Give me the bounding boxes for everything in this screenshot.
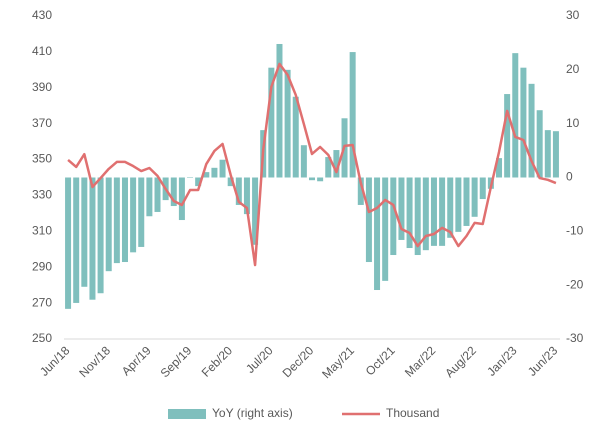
bar bbox=[130, 177, 137, 253]
bar bbox=[170, 177, 177, 207]
bar bbox=[154, 177, 161, 212]
bar bbox=[178, 177, 185, 221]
bar bbox=[211, 167, 218, 178]
bar bbox=[536, 110, 543, 178]
bar bbox=[81, 177, 88, 287]
legend-swatch bbox=[168, 409, 206, 419]
y2-tick-label: 10 bbox=[566, 116, 580, 130]
bar bbox=[325, 157, 332, 178]
bar bbox=[422, 177, 429, 251]
y-tick-label: 350 bbox=[32, 152, 52, 166]
y-tick-label: 370 bbox=[32, 116, 52, 130]
bar bbox=[357, 177, 364, 205]
bar bbox=[333, 150, 340, 178]
bar bbox=[398, 177, 405, 240]
bar bbox=[406, 177, 413, 249]
bar bbox=[219, 159, 226, 178]
y-tick-label: 270 bbox=[32, 295, 52, 309]
bar bbox=[430, 177, 437, 246]
bar bbox=[227, 177, 234, 187]
x-tick-label: Apr/19 bbox=[119, 343, 154, 378]
x-tick-label: Feb/20 bbox=[199, 343, 236, 380]
bar bbox=[390, 177, 397, 256]
bar bbox=[471, 177, 478, 217]
bar bbox=[300, 145, 307, 178]
bar bbox=[382, 177, 389, 281]
y2-tick-label: 20 bbox=[566, 62, 580, 76]
bar bbox=[552, 131, 559, 178]
bar bbox=[479, 177, 486, 200]
bar bbox=[65, 177, 72, 309]
bar bbox=[105, 177, 112, 272]
bar bbox=[292, 96, 299, 178]
y-tick-label: 330 bbox=[32, 188, 52, 202]
bar bbox=[365, 177, 372, 263]
bar bbox=[252, 177, 259, 245]
y2-tick-label: -30 bbox=[566, 331, 584, 345]
x-tick-label: Mar/22 bbox=[402, 343, 439, 380]
bar bbox=[187, 177, 194, 178]
bar bbox=[268, 67, 275, 178]
x-tick-label: Sep/19 bbox=[158, 343, 195, 380]
x-tick-label: Jul/20 bbox=[243, 343, 276, 376]
bar bbox=[73, 177, 80, 303]
y-tick-label: 250 bbox=[32, 331, 52, 345]
bar bbox=[528, 83, 535, 178]
bar bbox=[203, 172, 210, 178]
x-tick-label: Nov/18 bbox=[76, 343, 113, 380]
bar bbox=[235, 177, 242, 205]
bar bbox=[463, 177, 470, 226]
bar bbox=[89, 177, 96, 300]
x-tick-label: Oct/21 bbox=[363, 343, 398, 378]
y2-tick-label: 0 bbox=[566, 170, 573, 184]
y-tick-label: 290 bbox=[32, 259, 52, 273]
x-tick-label: Aug/22 bbox=[442, 343, 479, 380]
bar bbox=[146, 177, 153, 217]
x-tick-label: May/21 bbox=[319, 343, 357, 381]
bar bbox=[195, 177, 202, 187]
legend-label: Thousand bbox=[386, 406, 439, 420]
x-tick-label: Jun/23 bbox=[525, 343, 561, 379]
y2-tick-label: -20 bbox=[566, 277, 584, 291]
y-tick-label: 430 bbox=[32, 8, 52, 22]
bar bbox=[349, 52, 356, 178]
x-tick-label: Jun/18 bbox=[37, 343, 73, 379]
bar bbox=[512, 53, 519, 178]
legend-label: YoY (right axis) bbox=[212, 406, 293, 420]
y2-tick-label: -10 bbox=[566, 224, 584, 238]
bar bbox=[504, 94, 511, 178]
bar bbox=[138, 177, 145, 247]
bar bbox=[243, 177, 250, 215]
x-tick-label: Jan/23 bbox=[484, 343, 520, 379]
bar bbox=[317, 177, 324, 182]
x-tick-label: Dec/20 bbox=[280, 343, 317, 380]
bar bbox=[455, 177, 462, 232]
bar bbox=[544, 130, 551, 178]
bar bbox=[520, 67, 527, 178]
bar bbox=[276, 43, 283, 178]
line bbox=[67, 62, 557, 267]
bar bbox=[496, 158, 503, 178]
bar bbox=[121, 177, 128, 263]
y-tick-label: 410 bbox=[32, 44, 52, 58]
y2-tick-label: 30 bbox=[566, 8, 580, 22]
bar bbox=[374, 177, 381, 291]
bar bbox=[309, 177, 315, 181]
y-tick-label: 390 bbox=[32, 80, 52, 94]
bar bbox=[113, 177, 120, 264]
bar bbox=[414, 177, 421, 256]
bar bbox=[439, 177, 446, 246]
bar bbox=[97, 177, 104, 294]
y-tick-label: 310 bbox=[32, 224, 52, 238]
bar bbox=[447, 177, 454, 238]
bar bbox=[284, 69, 291, 178]
